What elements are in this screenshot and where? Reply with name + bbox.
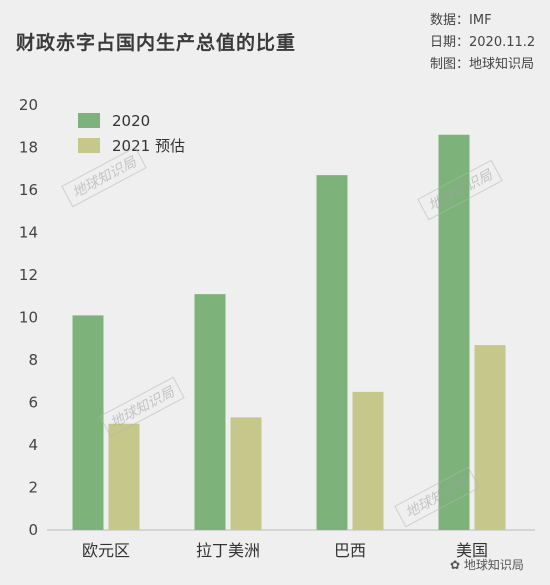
legend-label: 2020 bbox=[112, 112, 150, 130]
y-tick-label: 8 bbox=[28, 351, 38, 369]
corner-watermark-text: 地球知识局 bbox=[463, 558, 524, 572]
bar-2021 bbox=[352, 391, 384, 530]
maker-value: 地球知识局 bbox=[469, 57, 535, 72]
y-tick-label: 6 bbox=[28, 394, 38, 412]
y-tick-label: 16 bbox=[19, 181, 38, 199]
y-tick-label: 10 bbox=[19, 309, 38, 327]
maker-label: 制图： bbox=[430, 57, 470, 72]
bar-2020 bbox=[72, 315, 104, 530]
bar-2021 bbox=[108, 423, 140, 530]
y-tick-label: 20 bbox=[19, 96, 38, 114]
legend-label: 2021 预估 bbox=[112, 137, 185, 155]
y-tick-label: 14 bbox=[19, 224, 38, 242]
legend-swatch bbox=[78, 113, 100, 128]
bar-2020 bbox=[194, 294, 226, 530]
bar-2021 bbox=[230, 417, 262, 530]
y-tick-label: 12 bbox=[19, 266, 38, 284]
bar-2020 bbox=[438, 134, 470, 530]
y-tick-label: 18 bbox=[19, 139, 38, 157]
y-tick-label: 2 bbox=[28, 479, 38, 497]
legend-swatch bbox=[78, 138, 100, 153]
source-label: 数据： bbox=[430, 13, 470, 28]
bar-2021 bbox=[474, 345, 506, 530]
date-label: 日期： bbox=[430, 35, 470, 50]
wechat-icon: ✿ bbox=[450, 558, 461, 572]
x-tick-label: 美国 bbox=[456, 541, 488, 560]
y-tick-label: 4 bbox=[28, 436, 38, 454]
source-value: IMF bbox=[469, 13, 492, 28]
date-value: 2020.11.2 bbox=[469, 35, 536, 50]
source-row: 数据：IMF bbox=[430, 10, 535, 32]
date-row: 日期：2020.11.2 bbox=[430, 32, 535, 54]
x-tick-label: 巴西 bbox=[334, 541, 366, 560]
corner-watermark: ✿ 地球知识局 bbox=[450, 556, 524, 573]
y-tick-label: 0 bbox=[28, 521, 38, 539]
chart-title: 财政赤字占国内生产总值的比重 bbox=[16, 32, 297, 54]
maker-row: 制图：地球知识局 bbox=[430, 54, 535, 76]
chart-metadata: 数据：IMF 日期：2020.11.2 制图：地球知识局 bbox=[430, 10, 535, 76]
bar-2020 bbox=[316, 175, 348, 530]
x-tick-label: 欧元区 bbox=[82, 541, 130, 560]
x-tick-label: 拉丁美洲 bbox=[196, 541, 260, 560]
